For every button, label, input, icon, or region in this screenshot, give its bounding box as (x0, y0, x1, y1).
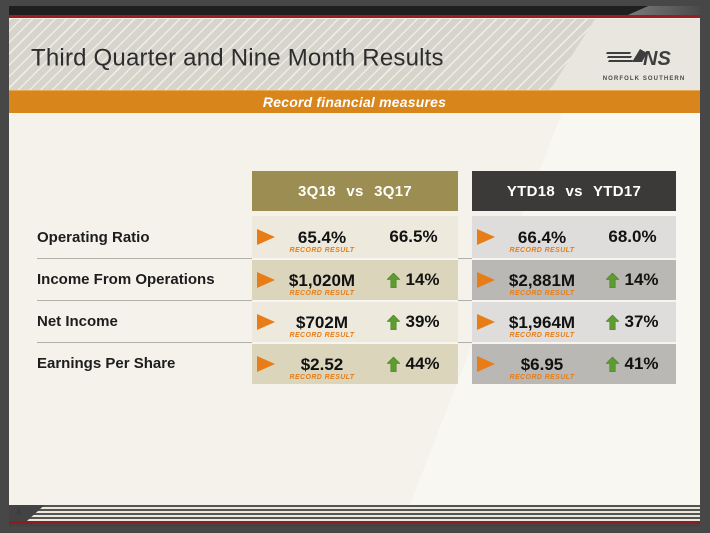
change-value: 37% (624, 312, 659, 331)
subtitle-text: Record financial measures (262, 94, 447, 110)
record-triangle-icon (477, 272, 495, 288)
row-label: Net Income (37, 300, 252, 342)
row-label: Earnings Per Share (37, 342, 252, 384)
metric-value: $2.52 (300, 354, 344, 374)
page-number: 4 (16, 507, 22, 517)
row-label: Operating Ratio (37, 228, 150, 246)
record-triangle-icon (257, 314, 275, 330)
top-white-rule (9, 18, 700, 19)
increase-arrow-icon (387, 356, 401, 372)
record-triangle-icon (257, 272, 275, 288)
increase-arrow-icon (387, 272, 401, 288)
record-result-label: RECORD RESULT (289, 246, 355, 254)
column-gap (458, 300, 472, 342)
quarter-cell: 65.4% RECORD RESULT 66.5% (252, 216, 458, 258)
record-result-label: RECORD RESULT (509, 246, 575, 254)
record-result-label: RECORD RESULT (509, 373, 575, 381)
record-triangle-icon (257, 356, 275, 372)
change-value: 14% (624, 270, 659, 289)
prior-value: 68.0% (608, 227, 657, 246)
top-corner-accent (628, 6, 700, 15)
record-triangle-icon (477, 314, 495, 330)
bottom-red-rule (9, 521, 700, 524)
metric-value: $1,964M (508, 312, 576, 332)
table-row: Operating Ratio 65.4% RECORD RESULT 66.5… (37, 216, 676, 258)
metric-value: 65.4% (297, 227, 347, 247)
ns-horse-icon: NS (606, 48, 671, 70)
footer-stripes (27, 505, 700, 521)
record-result-label: RECORD RESULT (289, 331, 355, 339)
change-value: 44% (405, 354, 440, 373)
table-row: Income From Operations $1,020M RECORD RE… (37, 258, 676, 300)
increase-arrow-icon (606, 314, 620, 330)
record-triangle-icon (257, 229, 275, 245)
metric-value: $1,020M (288, 270, 356, 290)
column-gap (458, 342, 472, 384)
metric-value: $6.95 (520, 354, 564, 374)
quarter-cell: $1,020M RECORD RESULT 14% (252, 258, 458, 300)
record-result-label: RECORD RESULT (289, 373, 355, 381)
column-gap (458, 171, 472, 211)
column-gap (458, 258, 472, 300)
ytd-cell: $6.95 RECORD RESULT 41% (472, 342, 676, 384)
record-triangle-icon (477, 356, 495, 372)
header-spacer (37, 171, 252, 211)
change-value: 14% (405, 270, 440, 289)
record-result-label: RECORD RESULT (509, 289, 575, 297)
svg-text:NS: NS (643, 48, 671, 70)
header-band: Third Quarter and Nine Month Results NS … (9, 19, 700, 90)
top-red-rule (9, 15, 700, 18)
quarter-cell: $2.52 RECORD RESULT 44% (252, 342, 458, 384)
record-result-label: RECORD RESULT (289, 289, 355, 297)
ytd-column-header: YTD18 vs YTD17 (472, 171, 676, 211)
table-row: Net Income $702M RECORD RESULT 39% (37, 300, 676, 342)
ytd-cell: 66.4% RECORD RESULT 68.0% (472, 216, 676, 258)
row-label: Income From Operations (37, 258, 252, 300)
record-triangle-icon (477, 229, 495, 245)
increase-arrow-icon (606, 272, 620, 288)
logo-caption: NORFOLK SOUTHERN (602, 76, 686, 82)
metric-value: 66.4% (517, 227, 567, 247)
increase-arrow-icon (606, 356, 620, 372)
slide-body: 3Q18 vs 3Q17 YTD18 vs YTD17 Operating Ra… (9, 113, 700, 505)
norfolk-southern-logo: NS NORFOLK SOUTHERN (600, 46, 688, 82)
slide-title: Third Quarter and Nine Month Results (31, 43, 444, 71)
top-black-bar (9, 6, 700, 15)
ytd-cell: $1,964M RECORD RESULT 37% (472, 300, 676, 342)
metric-value: $2,881M (508, 270, 576, 290)
table-header-row: 3Q18 vs 3Q17 YTD18 vs YTD17 (37, 171, 676, 211)
increase-arrow-icon (387, 314, 401, 330)
record-result-label: RECORD RESULT (509, 331, 575, 339)
quarter-column-header: 3Q18 vs 3Q17 (252, 171, 458, 211)
ytd-cell: $2,881M RECORD RESULT 14% (472, 258, 676, 300)
subtitle-banner: Record financial measures (9, 90, 700, 113)
change-value: 41% (624, 354, 659, 373)
table-row: Earnings Per Share $2.52 RECORD RESULT 4… (37, 342, 676, 384)
column-gap (458, 216, 472, 258)
metric-value: $702M (296, 312, 348, 332)
quarter-cell: $702M RECORD RESULT 39% (252, 300, 458, 342)
prior-value: 66.5% (389, 227, 438, 246)
slide-inner: Third Quarter and Nine Month Results NS … (9, 6, 700, 527)
results-table: 3Q18 vs 3Q17 YTD18 vs YTD17 Operating Ra… (37, 171, 676, 384)
change-value: 39% (405, 312, 440, 331)
